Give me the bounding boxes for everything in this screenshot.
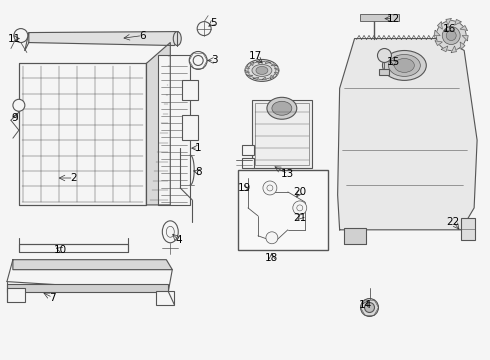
Polygon shape — [338, 39, 477, 230]
Polygon shape — [250, 62, 253, 66]
Bar — [156, 291, 174, 305]
Text: 18: 18 — [265, 253, 278, 263]
Text: 20: 20 — [293, 187, 306, 197]
Polygon shape — [270, 76, 274, 78]
Ellipse shape — [394, 58, 415, 72]
Polygon shape — [435, 41, 442, 45]
Polygon shape — [462, 36, 468, 41]
Circle shape — [365, 302, 374, 312]
Text: 9: 9 — [12, 113, 18, 123]
Bar — [19, 63, 147, 205]
Polygon shape — [245, 71, 249, 73]
Polygon shape — [451, 46, 456, 53]
Text: 8: 8 — [195, 167, 201, 177]
Ellipse shape — [436, 21, 466, 50]
Ellipse shape — [162, 221, 178, 243]
Text: 1: 1 — [195, 143, 201, 153]
Bar — [7, 284, 168, 292]
Text: 7: 7 — [49, 293, 56, 302]
Text: 13: 13 — [281, 169, 294, 179]
Text: 3: 3 — [211, 55, 218, 66]
Text: 21: 21 — [293, 213, 306, 223]
Ellipse shape — [267, 97, 297, 119]
Bar — [360, 14, 399, 21]
Bar — [7, 288, 25, 302]
Circle shape — [14, 28, 28, 42]
Bar — [242, 158, 254, 168]
Text: 19: 19 — [237, 183, 250, 193]
Text: 22: 22 — [446, 217, 460, 227]
Polygon shape — [455, 19, 461, 25]
Ellipse shape — [389, 54, 420, 76]
Polygon shape — [253, 77, 259, 80]
Bar — [182, 115, 198, 140]
Polygon shape — [460, 42, 465, 49]
Bar — [182, 80, 198, 100]
Text: 14: 14 — [359, 300, 372, 310]
Polygon shape — [438, 22, 442, 29]
Polygon shape — [247, 75, 253, 77]
Ellipse shape — [252, 64, 272, 76]
Ellipse shape — [442, 27, 460, 45]
Bar — [242, 145, 254, 155]
Circle shape — [189, 51, 207, 69]
Bar — [252, 100, 312, 168]
Circle shape — [263, 181, 277, 195]
Polygon shape — [274, 68, 279, 71]
Ellipse shape — [173, 32, 181, 45]
Polygon shape — [274, 72, 278, 75]
Circle shape — [267, 185, 273, 191]
Bar — [379, 69, 390, 75]
Text: 6: 6 — [139, 31, 146, 41]
Text: 16: 16 — [442, 24, 456, 33]
Polygon shape — [262, 77, 267, 80]
Polygon shape — [29, 32, 180, 45]
Bar — [19, 63, 147, 205]
Polygon shape — [460, 26, 467, 30]
Circle shape — [193, 55, 203, 66]
Ellipse shape — [383, 50, 426, 80]
Text: 5: 5 — [210, 18, 217, 28]
Text: 2: 2 — [71, 173, 77, 183]
Ellipse shape — [166, 226, 174, 237]
Polygon shape — [434, 30, 440, 36]
Text: 12: 12 — [387, 14, 400, 24]
Polygon shape — [258, 61, 262, 64]
Text: 15: 15 — [387, 58, 400, 67]
Polygon shape — [271, 64, 276, 66]
Bar — [255, 103, 309, 165]
Polygon shape — [245, 66, 249, 69]
Bar — [158, 55, 190, 205]
Text: 10: 10 — [54, 245, 67, 255]
Ellipse shape — [272, 101, 292, 115]
Ellipse shape — [256, 67, 268, 75]
Text: 11: 11 — [8, 33, 22, 44]
Bar — [461, 218, 475, 240]
Text: 17: 17 — [248, 51, 262, 62]
Circle shape — [297, 205, 303, 211]
Polygon shape — [441, 46, 448, 52]
Circle shape — [361, 298, 378, 316]
Text: 4: 4 — [175, 235, 182, 245]
Circle shape — [197, 22, 211, 36]
Circle shape — [293, 201, 307, 215]
Circle shape — [377, 49, 392, 62]
Bar — [19, 244, 128, 252]
Circle shape — [13, 99, 25, 111]
Polygon shape — [147, 42, 171, 205]
Ellipse shape — [245, 59, 279, 81]
Polygon shape — [265, 62, 270, 64]
Polygon shape — [13, 260, 172, 270]
Bar — [343, 228, 366, 244]
Ellipse shape — [446, 31, 456, 41]
Circle shape — [266, 232, 278, 244]
Polygon shape — [446, 19, 451, 25]
Bar — [238, 170, 328, 250]
